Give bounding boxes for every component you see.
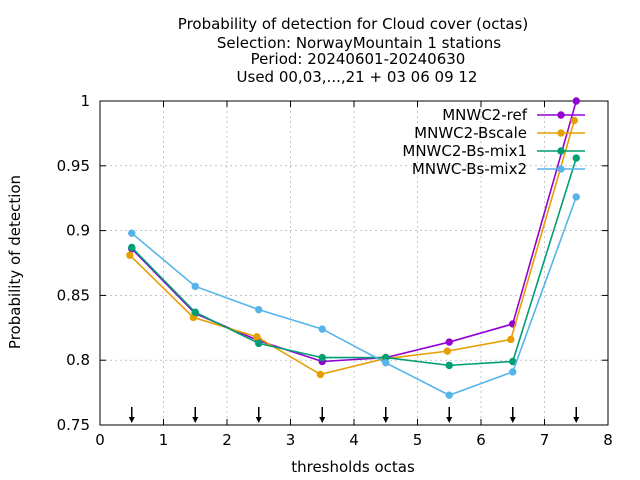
y-tick-label: 0.8 — [66, 351, 90, 369]
series-point — [318, 325, 326, 333]
y-tick-label: 0.85 — [57, 286, 90, 304]
legend-label: MNWC2-Bs-mix1 — [402, 142, 527, 160]
x-tick-label: 4 — [349, 431, 359, 449]
series-point — [509, 368, 517, 376]
threshold-arrow-head — [509, 417, 516, 423]
series-point — [443, 347, 452, 355]
legend-marker — [557, 165, 565, 173]
series-line — [131, 196, 578, 397]
plot-series — [126, 97, 580, 399]
legend-label: MNWC-Bs-mix2 — [412, 160, 527, 178]
series-point — [445, 361, 453, 370]
series-point — [128, 243, 136, 252]
x-tick-label: 2 — [222, 431, 232, 449]
title-line-1: Probability of detection for Cloud cover… — [178, 15, 528, 33]
x-tick-label: 5 — [413, 431, 423, 449]
x-tick-label: 1 — [159, 431, 169, 449]
series-point — [126, 251, 134, 259]
series-point — [255, 339, 263, 348]
series-point — [570, 116, 579, 125]
series-point — [445, 338, 453, 346]
threshold-arrow-head — [255, 417, 262, 423]
x-tick-label: 3 — [286, 431, 296, 449]
x-axis-label: thresholds octas — [291, 458, 415, 476]
title-line-2: Selection: NorwayMountain 1 stations — [217, 34, 501, 52]
legend-marker — [557, 111, 565, 119]
y-axis-label: Probability of detection — [6, 175, 24, 349]
series-line — [129, 120, 576, 376]
series-point — [128, 229, 136, 237]
series-point — [382, 359, 390, 367]
legend-marker — [557, 147, 565, 155]
series-point — [572, 97, 580, 105]
threshold-arrow-head — [382, 417, 389, 423]
y-tick-label: 0.9 — [66, 222, 90, 240]
x-tick-label: 7 — [540, 431, 550, 449]
x-tick-label: 6 — [476, 431, 486, 449]
series-point — [316, 370, 325, 379]
series-point — [572, 154, 580, 162]
series-point — [318, 353, 326, 362]
title-line-4: Used 00,03,...,21 + 03 06 09 12 — [237, 68, 478, 86]
y-tick-label: 0.95 — [57, 157, 90, 175]
threshold-arrow-head — [128, 417, 135, 423]
series-point — [507, 335, 515, 344]
x-tick-label: 8 — [603, 431, 613, 449]
x-tick-label: 0 — [95, 431, 105, 449]
title-line-3: Period: 20240601-20240630 — [251, 50, 466, 68]
series-point — [253, 333, 261, 341]
series-point — [191, 282, 199, 291]
legend: MNWC2-refMNWC2-BscaleMNWC2-Bs-mix1MNWC-B… — [402, 106, 585, 178]
series-line — [131, 157, 578, 367]
threshold-arrow-head — [319, 417, 326, 423]
legend-label: MNWC2-ref — [442, 106, 527, 124]
threshold-arrow-head — [192, 417, 199, 423]
series-point — [255, 305, 263, 314]
series-point — [191, 308, 199, 316]
y-tick-label: 0.75 — [57, 416, 90, 434]
y-tick-label: 1 — [80, 92, 90, 110]
grid — [100, 101, 608, 425]
threshold-arrows — [128, 407, 580, 423]
series-point — [572, 193, 580, 201]
legend-marker — [557, 129, 565, 137]
threshold-arrow-head — [446, 417, 453, 423]
chart-title: Probability of detection for Cloud cover… — [178, 15, 528, 86]
axes: 0 1 2 3 4 5 6 7 8 0.75 0.8 0.85 0.9 0.95 1 — [57, 92, 613, 449]
threshold-arrow-head — [573, 417, 580, 423]
series-point — [445, 391, 453, 399]
legend-label: MNWC2-Bscale — [414, 124, 527, 142]
